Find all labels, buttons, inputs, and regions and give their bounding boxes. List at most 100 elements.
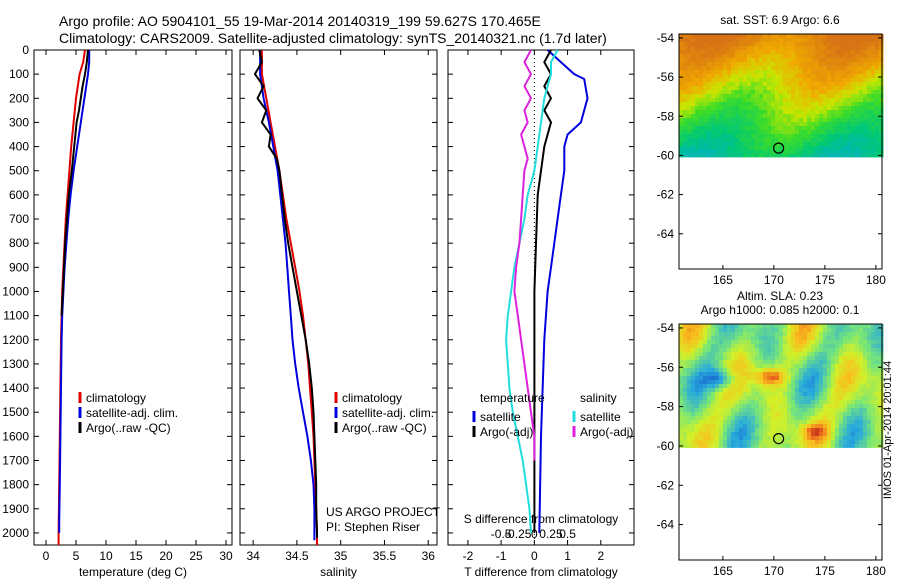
- diff-legend-title: salinity: [580, 391, 617, 405]
- plot-title-line1: Argo profile: AO 5904101_55 19-Mar-2014 …: [59, 13, 541, 29]
- depth-tick-label: 800: [9, 236, 29, 250]
- differences-xtick-label: 2: [597, 549, 604, 563]
- salinity-xtick-label: 35: [334, 549, 348, 563]
- sla-map-title: Altim. SLA: 0.23: [737, 289, 823, 303]
- sla_map-ytick-label: -60: [657, 439, 675, 453]
- sla_map-xtick-label: 170: [764, 564, 784, 578]
- sla_map-raster: [679, 324, 884, 448]
- project-annotation: US ARGO PROJECT: [326, 505, 441, 519]
- sst_map-xtick-label: 170: [764, 273, 784, 287]
- sla_map-ytick-label: -56: [657, 360, 675, 374]
- depth-tick-label: 300: [9, 115, 29, 129]
- temperature-xlabel: temperature (deg C): [79, 565, 187, 579]
- sla_map-ytick-label: -62: [657, 478, 675, 492]
- diff-legend-label: Argo(-adj): [580, 425, 633, 439]
- differences-xlabel: T difference from climatology: [464, 565, 618, 579]
- temperature-legend-label: Argo(..raw -QC): [86, 421, 171, 435]
- diff-legend-label: Argo(-adj): [480, 425, 533, 439]
- salinity-series-satellite-adj-clim-: [259, 50, 316, 541]
- depth-tick-label: 100: [9, 67, 29, 81]
- salinity-legend-label: satellite-adj. clim.: [342, 406, 434, 420]
- sst-map-title: sat. SST: 6.9 Argo: 6.6: [720, 13, 840, 27]
- differences-xtick-label: -2: [463, 549, 474, 563]
- depth-tick-label: 400: [9, 140, 29, 154]
- sla_map-xtick-label: 175: [815, 564, 835, 578]
- sla_map-xtick-label: 165: [713, 564, 733, 578]
- depth-tick-label: 500: [9, 164, 29, 178]
- plot-title-line2: Climatology: CARS2009. Satellite-adjuste…: [59, 30, 607, 46]
- depth-tick-label: 700: [9, 212, 29, 226]
- sst_map-ytick-label: -60: [657, 148, 675, 162]
- depth-tick-label: 1900: [2, 502, 29, 516]
- sla_map-argo-location-marker: [773, 432, 785, 445]
- depth-tick-label: 600: [9, 188, 29, 202]
- project-annotation: PI: Stephen Riser: [326, 520, 420, 534]
- salinity-diff-tick-label: 0.5: [559, 527, 576, 541]
- sst_map-axes-frame: [678, 33, 883, 270]
- differences-series-salinity-argo-adj-: [513, 49, 536, 461]
- depth-tick-label: 1700: [2, 453, 29, 467]
- depth-tick-label: 2000: [2, 526, 29, 540]
- sla_map-ytick-label: -58: [657, 400, 675, 414]
- depth-tick-label: 1200: [2, 333, 29, 347]
- diff-legend-label: satellite: [480, 410, 521, 424]
- salinity-series-argo-raw-qc-: [253, 49, 318, 538]
- depth-tick-label: 1500: [2, 405, 29, 419]
- salinity-xtick-label: 34: [246, 549, 260, 563]
- temperature-xtick-label: 20: [159, 549, 173, 563]
- temperature-xtick-label: 25: [189, 549, 203, 563]
- imos-timestamp: IMOS 01-Apr-2014 20:01:44: [882, 361, 894, 499]
- salinity-xtick-label: 35.5: [373, 549, 397, 563]
- sst_map-ytick-label: -56: [657, 70, 675, 84]
- salinity-xtick-label: 36: [422, 549, 436, 563]
- differences-series-salinity-satellite: [505, 49, 559, 533]
- sla_map-xtick-label: 180: [866, 564, 886, 578]
- temperature-xtick-label: 0: [43, 549, 50, 563]
- differences-axes-frame: [447, 49, 635, 546]
- salinity-legend-label: Argo(..raw -QC): [342, 421, 427, 435]
- sst_map-ytick-label: -64: [657, 227, 675, 241]
- depth-tick-label: 900: [9, 260, 29, 274]
- temperature-legend-label: satellite-adj. clim.: [86, 406, 178, 420]
- temperature-legend-label: climatology: [86, 391, 146, 405]
- sst_map-xtick-label: 175: [815, 273, 835, 287]
- salinity-legend-label: climatology: [342, 391, 402, 405]
- salinity-xtick-label: 34.5: [285, 549, 309, 563]
- temperature-axes-frame: [33, 49, 233, 546]
- sla_map-ytick-label: -64: [657, 518, 675, 532]
- sst_map-ytick-label: -62: [657, 188, 675, 202]
- depth-tick-label: 1600: [2, 429, 29, 443]
- salinity-diff-tick-label: 0.25: [539, 527, 563, 541]
- temperature-xtick-label: 30: [219, 549, 233, 563]
- differences-xtick-label: 0: [531, 549, 538, 563]
- sst_map-ytick-label: -54: [657, 31, 675, 45]
- differences-xtick-label: 1: [564, 549, 571, 563]
- sst_map-raster: [679, 34, 884, 158]
- differences-xtick-label: -1: [496, 549, 507, 563]
- sst_map-ytick-label: -58: [657, 109, 675, 123]
- depth-tick-label: 1000: [2, 284, 29, 298]
- depth-tick-label: 0: [22, 43, 29, 57]
- salinity-diff-tick-label: -0.5: [491, 527, 512, 541]
- temperature-xtick-label: 15: [129, 549, 143, 563]
- depth-tick-label: 1400: [2, 381, 29, 395]
- sla_map-axes-frame: [678, 323, 883, 561]
- temperature-series-satellite-adj-clim-: [58, 50, 91, 533]
- temperature-series-argo-raw-qc-: [60, 49, 89, 316]
- depth-tick-label: 1300: [2, 357, 29, 371]
- sla_map-ytick-label: -54: [657, 321, 675, 335]
- salinity-xlabel: salinity: [320, 565, 357, 579]
- sst_map-xtick-label: 165: [713, 273, 733, 287]
- diff-legend-title: temperature: [480, 391, 545, 405]
- salinity-diff-tick-label: 0: [531, 527, 538, 541]
- salinity-diff-xlabel: S difference from climatology: [464, 512, 619, 526]
- sst_map-argo-location-marker: [773, 142, 785, 154]
- differences-series-temperature-satellite: [538, 49, 589, 533]
- diff-legend-label: satellite: [580, 410, 621, 424]
- temperature-xtick-label: 10: [99, 549, 113, 563]
- sst_map-xtick-label: 180: [866, 273, 886, 287]
- salinity-diff-tick-label: -0.25: [504, 527, 532, 541]
- salinity-axes-frame: [239, 49, 438, 546]
- sla-map-title: Argo h1000: 0.085 h2000: 0.1: [701, 303, 860, 317]
